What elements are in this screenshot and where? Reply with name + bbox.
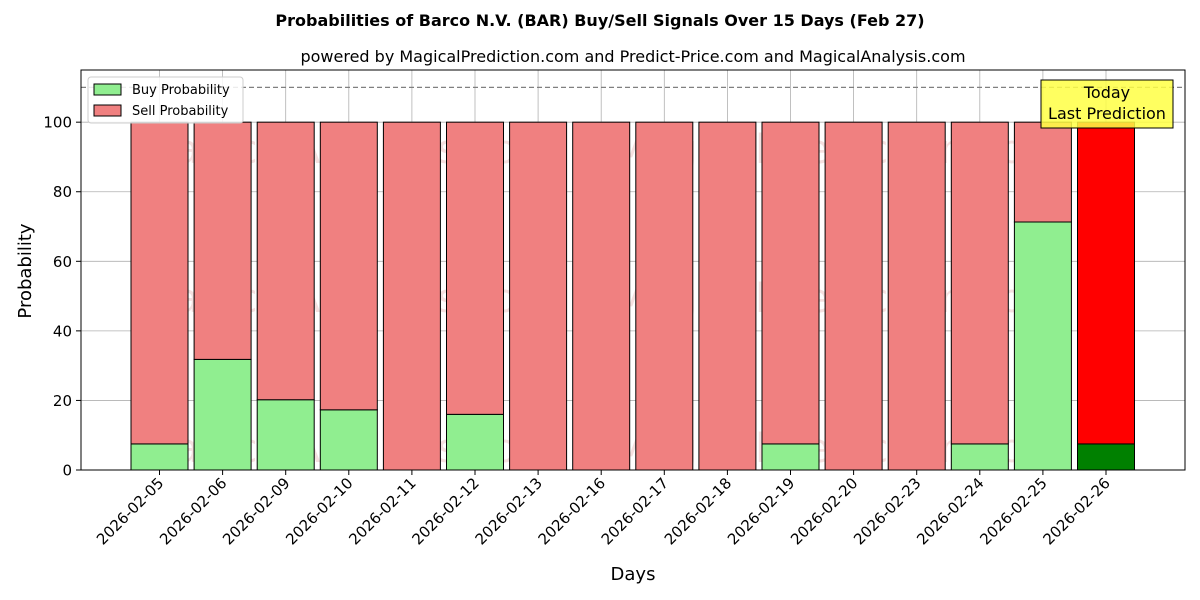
legend-swatch [93,83,122,96]
x-tick-label: 2026-02-18 [661,474,735,548]
sell-bar [1013,121,1072,223]
x-tick-label: 2026-02-26 [1039,474,1113,548]
plot-frame [80,69,1186,471]
x-tick-label: 2026-02-11 [345,474,419,548]
x-tick-label: 2026-02-17 [598,474,672,548]
x-tick-label: 2026-02-13 [472,474,546,548]
buy-bar [256,399,315,471]
sell-bar [509,121,568,471]
sell-bar [193,121,252,360]
sell-bar [572,121,631,471]
x-tick-label: 2026-02-20 [787,474,861,548]
sell-bar [130,121,189,445]
y-axis-label: Probability [15,223,36,318]
x-tick-label: 2026-02-06 [156,474,230,548]
sell-bar [446,121,504,415]
sell-bar [887,121,946,471]
sell-bar [319,121,378,411]
sell-bar [382,121,441,471]
sell-bar [824,121,883,471]
y-tick-label: 0 [62,462,72,480]
sell-bar [256,121,315,401]
x-tick-label: 2026-02-19 [724,474,798,548]
chart-subtitle: powered by MagicalPrediction.com and Pre… [300,47,965,66]
x-tick-label: 2026-02-24 [913,474,987,548]
buy-bar [319,409,378,471]
chart-title: Probabilities of Barco N.V. (BAR) Buy/Se… [275,11,924,30]
x-tick-label: 2026-02-12 [408,474,482,548]
sell-bar [950,121,1009,445]
legend: Buy Probability Sell Probability [87,76,244,124]
sell-bar [698,121,757,471]
x-tick-label: 2026-02-16 [535,474,609,548]
y-tick-label: 20 [53,392,72,410]
legend-label: Buy Probability [132,83,230,98]
today-annotation-text: Last Prediction [1048,104,1166,123]
x-tick-label: 2026-02-25 [976,474,1050,548]
y-tick-label: 100 [43,114,72,132]
today-annotation-text: Today [1083,83,1130,102]
today-annotation-box [1040,79,1174,129]
y-tick-label: 80 [53,183,72,201]
buy-bar [1077,443,1135,471]
sell-bar [635,121,694,471]
buy-bar [761,443,820,471]
y-tick-label: 60 [53,253,72,271]
legend-label: Sell Probability [132,104,229,119]
sell-bar [761,121,820,445]
buy-bar [446,413,504,471]
y-tick-label: 40 [53,322,72,340]
sell-bar [1077,121,1135,445]
today-annotation: Today Last Prediction [1040,79,1174,129]
buy-bar [1013,221,1072,471]
x-tick-label: 2026-02-05 [93,474,167,548]
legend-box [87,76,244,124]
buy-bar [193,358,252,471]
x-tick-label: 2026-02-10 [282,474,356,548]
x-axis-label: Days [611,564,656,585]
bar-layer [130,121,1135,471]
legend-swatch [93,104,122,117]
buy-bar [950,443,1009,471]
buy-bar [130,443,189,471]
x-tick-label: 2026-02-23 [850,474,924,548]
x-tick-label: 2026-02-09 [219,474,293,548]
